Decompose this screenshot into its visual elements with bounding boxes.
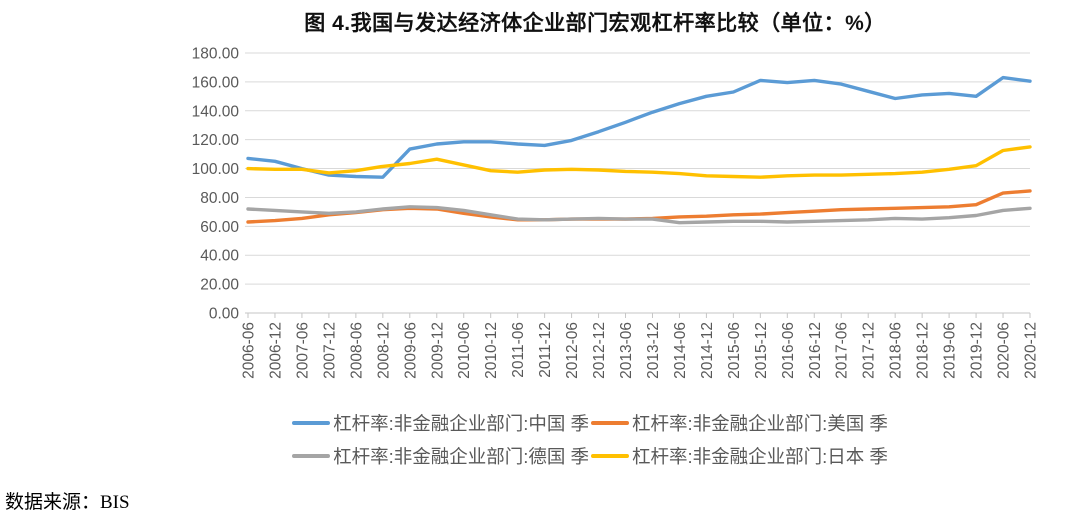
svg-text:2010-12: 2010-12 bbox=[483, 322, 500, 379]
svg-text:2020-06: 2020-06 bbox=[996, 322, 1013, 379]
legend-line-swatch-japan bbox=[591, 453, 629, 459]
svg-text:2014-12: 2014-12 bbox=[699, 322, 716, 379]
legend-label-germany: 杠杆率:非金融企业部门:德国 季 bbox=[333, 446, 589, 467]
svg-text:180.00: 180.00 bbox=[192, 46, 240, 63]
svg-text:2015-06: 2015-06 bbox=[726, 322, 743, 379]
y-axis-tick-labels: 0.00 20.00 40.00 60.00 80.00 100.00 120.00 140.… bbox=[192, 46, 240, 323]
svg-text:2007-06: 2007-06 bbox=[294, 322, 311, 379]
series-line-germany bbox=[246, 205, 1032, 225]
series-line-japan bbox=[246, 145, 1032, 179]
x-axis-tick-labels: 2006-06 2006-12 2007-06 2007-12 2008-06 2008-… bbox=[241, 322, 1040, 379]
svg-text:2008-06: 2008-06 bbox=[348, 322, 365, 379]
chart-title: 图 4.我国与发达经济体企业部门宏观杠杆率比较（单位：%） bbox=[304, 12, 886, 35]
svg-text:40.00: 40.00 bbox=[200, 248, 239, 265]
svg-text:2006-12: 2006-12 bbox=[267, 322, 284, 379]
svg-text:120.00: 120.00 bbox=[192, 132, 240, 149]
svg-text:60.00: 60.00 bbox=[200, 219, 239, 236]
legend-row-2: 杠杆率:非金融企业部门:德国 季 杠杆率:非金融企业部门:日本 季 bbox=[291, 443, 889, 469]
legend-line-swatch-china bbox=[292, 420, 331, 426]
legend-row-1: 杠杆率:非金融企业部门:中国 季 杠杆率:非金融企业部门:美国 季 bbox=[291, 410, 889, 436]
svg-text:2014-06: 2014-06 bbox=[672, 322, 689, 379]
svg-text:2017-06: 2017-06 bbox=[834, 322, 851, 379]
legend-label-usa: 杠杆率:非金融企业部门:美国 季 bbox=[632, 413, 888, 434]
svg-text:2011-06: 2011-06 bbox=[510, 322, 527, 378]
svg-text:2009-12: 2009-12 bbox=[429, 322, 446, 379]
series-line-china bbox=[246, 75, 1032, 179]
svg-text:160.00: 160.00 bbox=[192, 74, 240, 91]
svg-text:2013-12: 2013-12 bbox=[645, 322, 662, 379]
svg-text:100.00: 100.00 bbox=[192, 161, 240, 178]
svg-text:2006-06: 2006-06 bbox=[241, 322, 258, 379]
svg-text:2009-06: 2009-06 bbox=[402, 322, 419, 379]
svg-text:2018-12: 2018-12 bbox=[915, 322, 932, 379]
chart-legend: 杠杆率:非金融企业部门:中国 季杠杆率:非金融企业部门:美国 季杠杆率:非金融企… bbox=[50, 410, 1080, 469]
svg-text:2017-12: 2017-12 bbox=[861, 322, 878, 379]
legend-line-swatch-germany bbox=[292, 453, 331, 459]
legend-item-usa: 杠杆率:非金融企业部门:美国 季 bbox=[591, 410, 888, 436]
svg-text:0.00: 0.00 bbox=[209, 306, 240, 323]
svg-text:2015-12: 2015-12 bbox=[753, 322, 770, 379]
svg-text:2007-12: 2007-12 bbox=[321, 322, 338, 379]
x-axis-ticks bbox=[247, 313, 1031, 318]
svg-text:2012-12: 2012-12 bbox=[591, 322, 608, 379]
legend-label-japan: 杠杆率:非金融企业部门:日本 季 bbox=[632, 446, 888, 467]
legend-label-china: 杠杆率:非金融企业部门:中国 季 bbox=[333, 413, 589, 434]
svg-text:2010-06: 2010-06 bbox=[456, 322, 473, 379]
svg-text:2019-06: 2019-06 bbox=[942, 322, 959, 379]
legend-item-china: 杠杆率:非金融企业部门:中国 季 bbox=[292, 410, 589, 436]
svg-text:2019-12: 2019-12 bbox=[969, 322, 986, 379]
legend-line-swatch-usa bbox=[591, 420, 629, 426]
svg-text:2011-12: 2011-12 bbox=[537, 322, 554, 378]
svg-text:140.00: 140.00 bbox=[192, 103, 240, 120]
line-chart-plot-area: 0.00 20.00 40.00 60.00 80.00 100.00 120.00 140.… bbox=[192, 46, 1040, 379]
legend-item-japan: 杠杆率:非金融企业部门:日本 季 bbox=[591, 443, 888, 469]
svg-text:80.00: 80.00 bbox=[200, 190, 239, 207]
svg-text:2016-06: 2016-06 bbox=[780, 322, 797, 379]
svg-text:2012-06: 2012-06 bbox=[564, 322, 581, 379]
data-source-note: 数据来源：BIS bbox=[5, 492, 130, 513]
svg-text:2013-06: 2013-06 bbox=[618, 322, 635, 379]
svg-text:20.00: 20.00 bbox=[200, 277, 239, 294]
legend-item-germany: 杠杆率:非金融企业部门:德国 季 bbox=[292, 443, 589, 469]
svg-text:2016-12: 2016-12 bbox=[807, 322, 824, 379]
svg-text:2020-12: 2020-12 bbox=[1023, 322, 1040, 379]
gridlines bbox=[245, 52, 1030, 314]
svg-text:2018-06: 2018-06 bbox=[888, 322, 905, 379]
svg-text:2008-12: 2008-12 bbox=[375, 322, 392, 379]
